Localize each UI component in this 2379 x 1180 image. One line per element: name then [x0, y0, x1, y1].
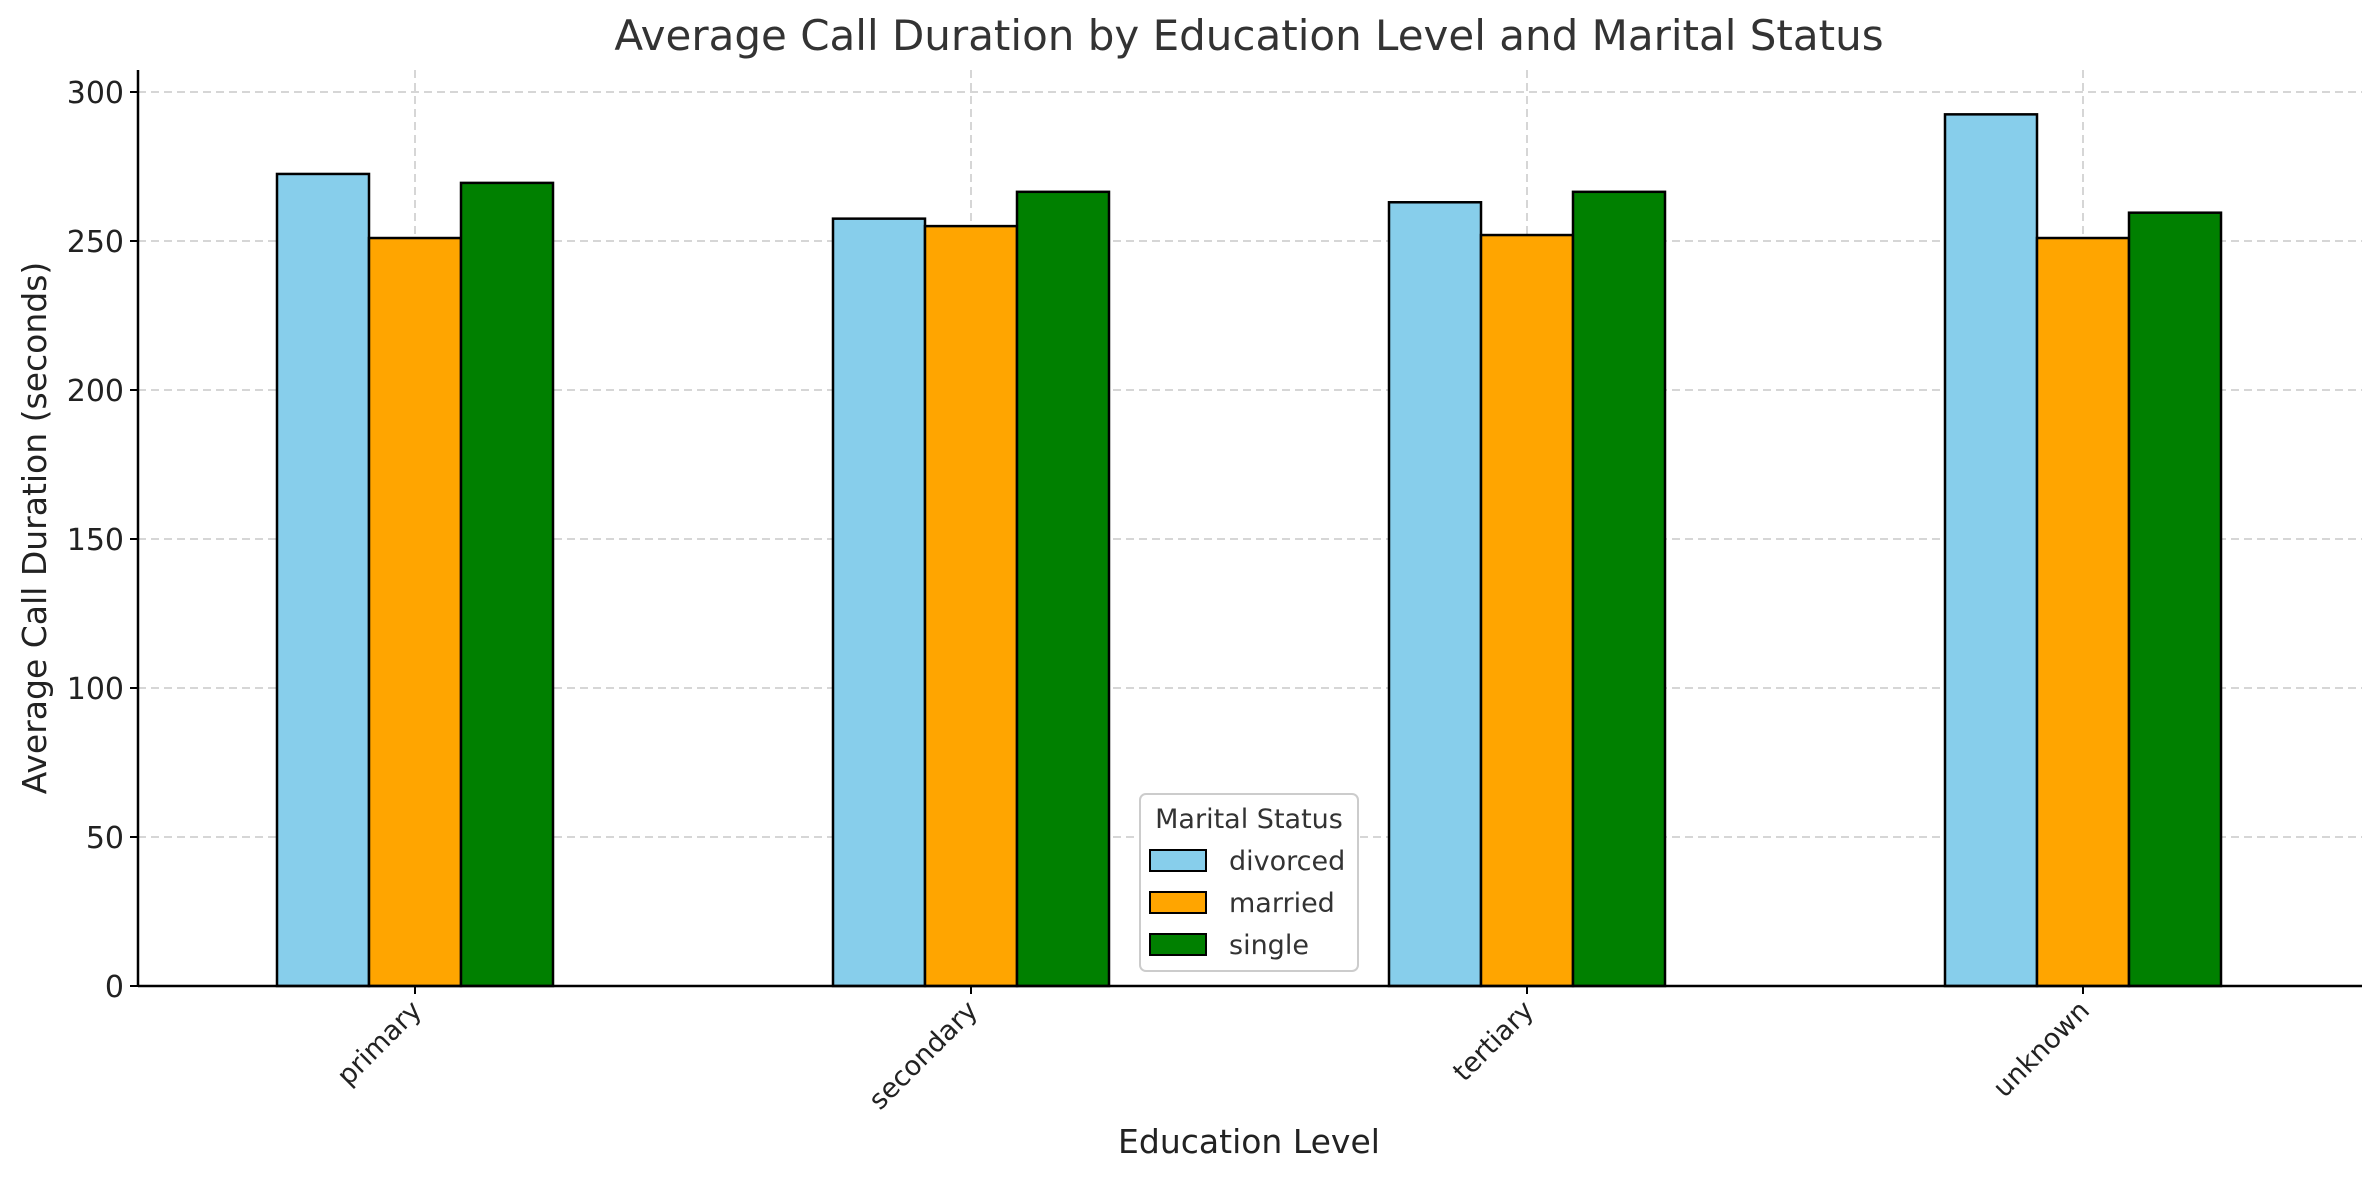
y-tick-label: 250 [67, 225, 124, 260]
axes-layer [136, 70, 2362, 988]
bar-single-secondary [1015, 190, 1111, 988]
legend-label-divorced: divorced [1229, 846, 1345, 877]
y-axis-label: Average Call Duration (seconds) [15, 262, 54, 795]
legend-title: Marital Status [1155, 804, 1343, 835]
legend-frame [1139, 793, 1359, 972]
x-tick-label-tertiary: tertiary [1447, 995, 1540, 1088]
chart-title: Average Call Duration by Education Level… [614, 11, 1883, 60]
bar-married-secondary [923, 224, 1019, 988]
bars-layer [275, 113, 2223, 988]
bar-divorced-unknown [1943, 113, 2039, 988]
x-tick-label-unknown: unknown [1987, 995, 2096, 1104]
legend-swatch-married [1149, 891, 1207, 914]
x-ticks: primary secondary tertiary unknown [331, 986, 2096, 1116]
legend: Marital Status divorced married single [1139, 793, 1359, 972]
bar-divorced-tertiary [1387, 201, 1483, 988]
bar-single-unknown [2127, 211, 2223, 988]
y-tick-label: 200 [67, 374, 124, 409]
bar-married-primary [367, 236, 463, 988]
y-tick-label: 150 [67, 523, 124, 558]
y-tick-label: 300 [67, 76, 124, 111]
bar-divorced-primary [275, 172, 371, 988]
y-tick-label: 100 [67, 672, 124, 707]
bar-single-primary [459, 181, 555, 988]
bar-married-unknown [2035, 236, 2131, 988]
legend-swatch-divorced [1149, 849, 1207, 872]
x-axis-label: Education Level [1118, 1122, 1380, 1161]
legend-swatch-single [1149, 933, 1207, 956]
bar-married-tertiary [1479, 233, 1575, 988]
x-tick-label-primary: primary [331, 995, 428, 1092]
bar-single-tertiary [1571, 190, 1667, 988]
y-tick-label: 50 [86, 821, 124, 856]
bar-divorced-secondary [831, 217, 927, 988]
legend-items: divorced married single [1149, 846, 1345, 961]
y-ticks: 0 50 100 150 200 250 300 [67, 76, 138, 1005]
legend-label-married: married [1229, 888, 1335, 919]
y-tick-label: 0 [105, 970, 124, 1005]
x-tick-label-secondary: secondary [863, 995, 984, 1116]
legend-label-single: single [1229, 930, 1309, 961]
